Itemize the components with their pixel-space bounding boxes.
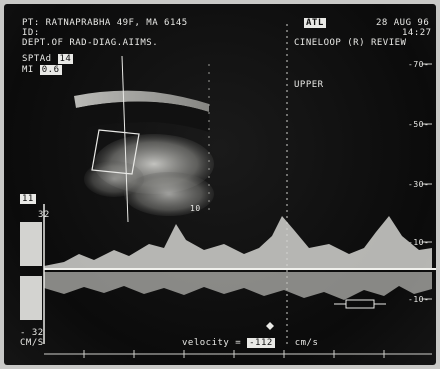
vessel-wall-upper xyxy=(74,90,209,112)
ultrasound-scene xyxy=(20,24,436,358)
velocity-label: velocity = xyxy=(182,338,242,348)
sample-gate-box xyxy=(91,129,140,175)
doppler-spectrum-lower xyxy=(44,272,432,300)
mi-label: MI xyxy=(22,65,34,75)
right-scale-label-10b: -10- xyxy=(408,295,430,304)
left-scale-bottom-value: - 32 xyxy=(20,328,44,338)
right-scale-label-30: -30- xyxy=(408,180,430,189)
depth-mark: 10 xyxy=(190,204,201,213)
left-scale-unit: CM/S xyxy=(20,338,44,348)
upper-label: UPPER xyxy=(294,80,324,90)
doppler-spectrum-upper xyxy=(44,216,432,268)
cursor-diamond-icon xyxy=(266,322,274,330)
atl-logo: ATL xyxy=(304,18,326,28)
right-scale-ticks xyxy=(422,63,432,300)
mi-value: 0.6 xyxy=(39,65,62,75)
tissue-echo-2 xyxy=(124,172,214,216)
left-scale-bar-top xyxy=(20,222,42,266)
tissue-echo-3 xyxy=(84,161,144,197)
left-marker: 11 xyxy=(20,194,36,204)
velocity-unit: cm/s xyxy=(294,338,319,348)
patient-id: ID: xyxy=(22,28,40,38)
exam-time: 14:27 xyxy=(402,28,432,38)
ultrasound-photo: PT: RATNAPRABHA 49F, MA 6145 ID: DEPT.OF… xyxy=(4,4,436,365)
mode-label: CINELOOP (R) REVIEW xyxy=(294,38,407,48)
left-scale-bar-bottom xyxy=(20,276,42,320)
left-scale-top-value: 32 xyxy=(38,210,50,220)
time-axis-ticks xyxy=(44,350,432,358)
right-scale-label-10a: -10- xyxy=(408,238,430,247)
patient-info: PT: RATNAPRABHA 49F, MA 6145 xyxy=(22,18,188,28)
spta-param: SPTAd 14 xyxy=(22,54,74,64)
velocity-value: -112 xyxy=(247,338,275,348)
mi-param: MI 0.6 xyxy=(22,65,62,75)
right-scale-label-70: -70- xyxy=(408,60,430,69)
spta-value: 14 xyxy=(57,54,74,64)
bmode-image xyxy=(74,55,214,223)
vessel-lumen xyxy=(76,101,209,132)
doppler-cursor-line xyxy=(121,55,129,223)
right-scale-label-50: -50- xyxy=(408,120,430,129)
velocity-readout: velocity = -112 cm/s xyxy=(182,338,318,348)
sample-volume-indicator xyxy=(334,299,386,309)
department-info: DEPT.OF RAD-DIAG.AIIMS. xyxy=(22,38,159,48)
spta-label: SPTAd xyxy=(22,54,52,64)
exam-date: 28 AUG 96 xyxy=(376,18,430,28)
